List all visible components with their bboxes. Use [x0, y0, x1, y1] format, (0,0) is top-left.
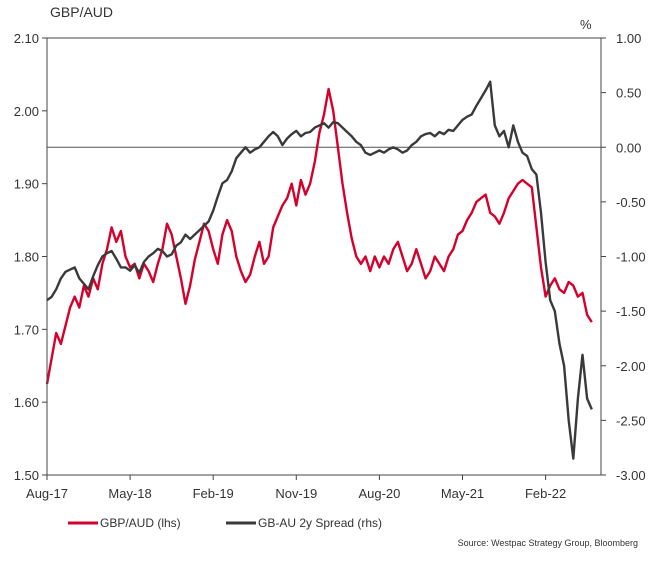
y-right-tick-label: 1.00 — [616, 31, 641, 46]
y-left-tick-label: 1.50 — [14, 468, 39, 483]
y-right-tick-label: -3.00 — [616, 468, 646, 483]
series-layer — [45, 80, 593, 460]
x-tick-label: May-21 — [441, 486, 484, 501]
rhs-unit-label: % — [580, 17, 592, 32]
legend: GBP/AUD (lhs) GB-AU 2y Spread (rhs) — [68, 516, 382, 530]
x-axis: Aug-17 May-18 Feb-19 Nov-19 Aug-20 May-21 Feb-… — [26, 475, 566, 501]
y-right-tick-label: -1.00 — [616, 250, 646, 265]
y-left-tick-label: 1.70 — [14, 322, 39, 337]
y-left-tick-label: 2.10 — [14, 31, 39, 46]
legend-label-gbpaud: GBP/AUD (lhs) — [100, 516, 181, 530]
y-right-tick-label: -1.50 — [616, 304, 646, 319]
x-tick-label: Nov-19 — [275, 486, 317, 501]
y-right-tick-label: 0.00 — [616, 140, 641, 155]
y-left-tick-label: 1.60 — [14, 395, 39, 410]
x-tick-label: May-18 — [108, 486, 151, 501]
y-left-tick-label: 1.80 — [14, 250, 39, 265]
plot-frame — [46, 37, 602, 476]
series-line-gb-au-spread — [46, 80, 593, 460]
y-axis-right: -3.00 -2.50 -2.00 -1.50 -1.00 -0.50 0.00 0.50 1.… — [601, 31, 646, 483]
y-right-tick-label: 0.50 — [616, 86, 641, 101]
y-left-tick-label: 1.90 — [14, 177, 39, 192]
y-axis-left: 1.50 1.60 1.70 1.80 1.90 2.00 2.10 — [14, 31, 47, 483]
y-right-tick-label: -2.50 — [616, 413, 646, 428]
x-tick-label: Feb-19 — [193, 486, 234, 501]
chart-title: GBP/AUD — [50, 4, 113, 20]
legend-label-spread: GB-AU 2y Spread (rhs) — [258, 516, 382, 530]
series-line-gbpaud — [45, 87, 593, 385]
x-tick-label: Aug-17 — [26, 486, 68, 501]
y-right-tick-label: -2.00 — [616, 359, 646, 374]
x-tick-label: Aug-20 — [358, 486, 400, 501]
y-left-tick-label: 2.00 — [14, 104, 39, 119]
x-tick-label: Feb-22 — [525, 486, 566, 501]
y-right-tick-label: -0.50 — [616, 195, 646, 210]
source-note: Source: Westpac Strategy Group, Bloomber… — [458, 538, 638, 548]
